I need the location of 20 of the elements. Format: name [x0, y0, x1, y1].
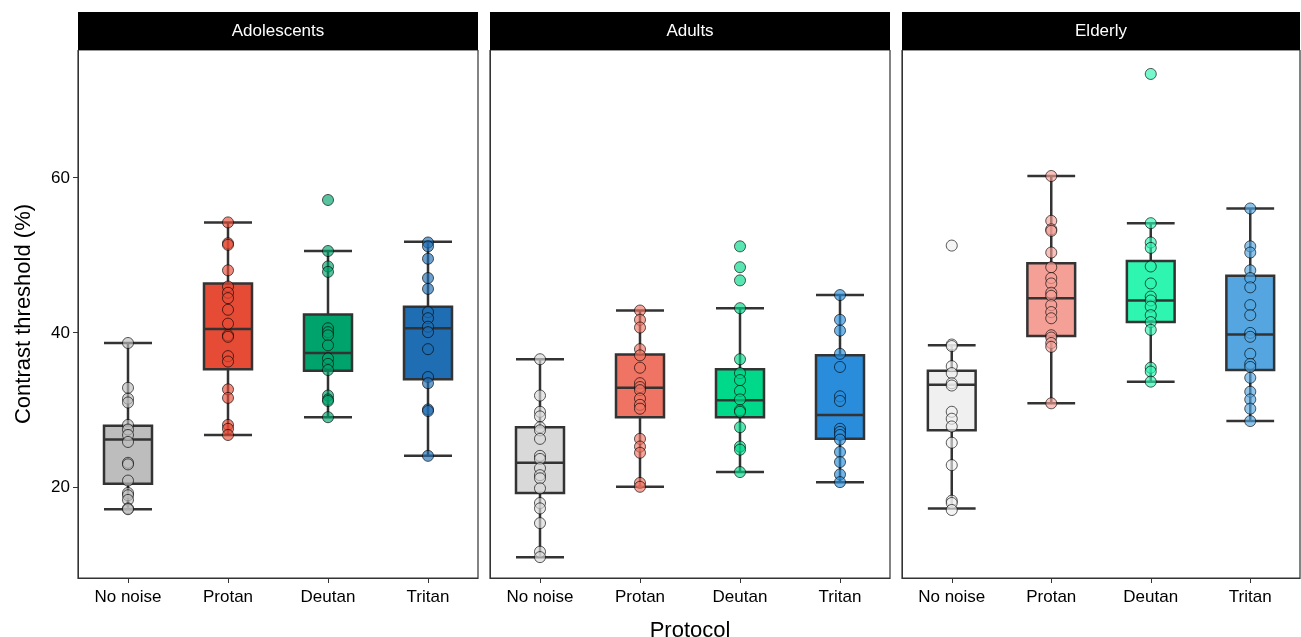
x-tick-label: Tritan [818, 587, 862, 606]
x-tick-label: Protan [614, 587, 666, 606]
x-tick-label: Tritan [1228, 587, 1272, 606]
x-tick-label: Tritan [406, 587, 450, 606]
chart-title: Elderly [902, 12, 1300, 50]
chart-title: Adolescents [78, 12, 478, 50]
x-tick-label: Protan [1026, 587, 1077, 606]
x-tick-label: No noise [94, 587, 162, 606]
y-axis-title: Contrast threshold (%) [9, 203, 35, 425]
x-tick-label: No noise [506, 587, 574, 606]
chart-title: Adults [490, 12, 890, 50]
y-tick-label: 60 [51, 168, 70, 188]
x-axis-title: Protocol [649, 616, 731, 637]
y-tick-label: 40 [51, 322, 70, 342]
x-tick-label: Deutan [712, 587, 768, 606]
x-tick-label: Deutan [300, 587, 356, 606]
y-tick-label: 20 [51, 477, 70, 497]
x-tick-label: Deutan [1123, 587, 1179, 606]
x-tick-label: No noise [918, 587, 986, 606]
x-tick-label: Protan [202, 587, 254, 606]
